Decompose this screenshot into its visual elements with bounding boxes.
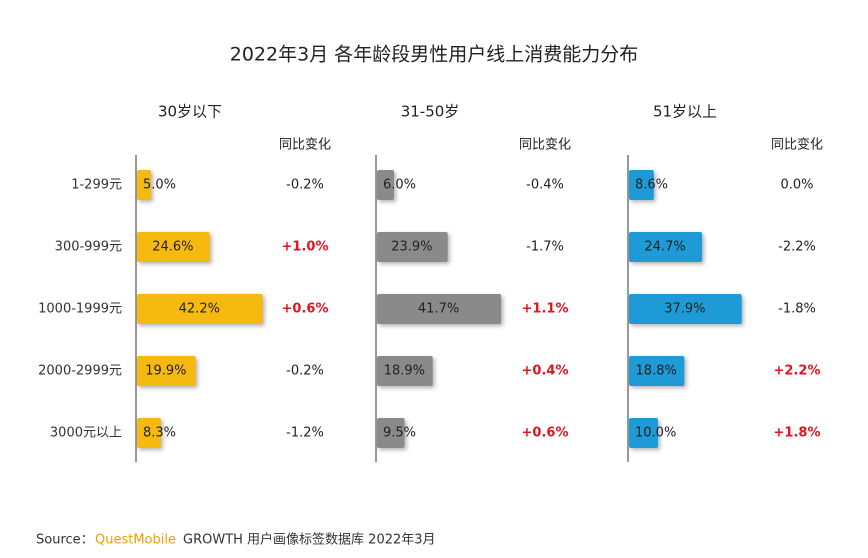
value-label: 8.6% — [635, 178, 668, 193]
bar — [137, 356, 196, 386]
value-label: 18.9% — [384, 364, 425, 379]
change-label: +0.6% — [522, 426, 569, 441]
category-label: 3000元以上 — [50, 426, 122, 441]
panel-subtitle: 30岁以下 — [158, 103, 222, 121]
bar — [377, 418, 405, 448]
category-label: 300-999元 — [55, 240, 122, 255]
bar — [629, 170, 654, 200]
change-label: +0.4% — [522, 364, 569, 379]
panel-subtitle: 51岁以上 — [653, 103, 717, 121]
value-label: 18.8% — [636, 364, 677, 379]
change-label: -1.7% — [526, 240, 564, 255]
bar — [629, 356, 685, 386]
category-label: 1-299元 — [71, 178, 122, 193]
bar — [377, 232, 448, 262]
value-label: 6.0% — [383, 178, 416, 193]
value-label: 19.9% — [145, 364, 186, 379]
bar — [377, 356, 433, 386]
bar — [629, 418, 658, 448]
bar — [629, 294, 742, 324]
change-label: +1.1% — [522, 302, 569, 317]
bar — [137, 170, 151, 200]
source-label: Source： — [36, 533, 94, 548]
bar — [377, 170, 394, 200]
value-label: 41.7% — [418, 302, 459, 317]
value-label: 24.7% — [644, 240, 685, 255]
change-label: -0.4% — [526, 178, 564, 193]
change-label: -0.2% — [286, 364, 324, 379]
change-label: -1.8% — [778, 302, 816, 317]
value-label: 10.0% — [635, 426, 676, 441]
panel-subtitle: 31-50岁 — [401, 103, 460, 121]
value-label: 8.3% — [143, 426, 176, 441]
change-header: 同比变化 — [279, 137, 331, 153]
bar — [629, 232, 703, 262]
change-label: +2.2% — [774, 364, 821, 379]
value-label: 23.9% — [391, 240, 432, 255]
source-text: GROWTH 用户画像标签数据库 2022年3月 — [183, 532, 436, 548]
chart-title: 2022年3月 各年龄段男性用户线上消费能力分布 — [230, 44, 638, 66]
change-label: +1.8% — [774, 426, 821, 441]
value-label: 9.5% — [383, 426, 416, 441]
bar — [137, 232, 210, 262]
source-brand: QuestMobile — [95, 533, 176, 548]
change-label: -1.2% — [286, 426, 324, 441]
change-label: +0.6% — [282, 302, 329, 317]
change-header: 同比变化 — [771, 137, 823, 153]
category-label: 1000-1999元 — [38, 302, 122, 317]
value-label: 24.6% — [152, 240, 193, 255]
change-label: 0.0% — [780, 178, 813, 193]
value-label: 37.9% — [664, 302, 705, 317]
change-label: -0.2% — [286, 178, 324, 193]
bar — [137, 294, 263, 324]
bar — [377, 294, 502, 324]
change-label: -2.2% — [778, 240, 816, 255]
change-header: 同比变化 — [519, 137, 571, 153]
value-label: 42.2% — [179, 302, 220, 317]
value-label: 5.0% — [143, 178, 176, 193]
change-label: +1.0% — [282, 240, 329, 255]
bar — [137, 418, 161, 448]
category-label: 2000-2999元 — [38, 364, 122, 379]
